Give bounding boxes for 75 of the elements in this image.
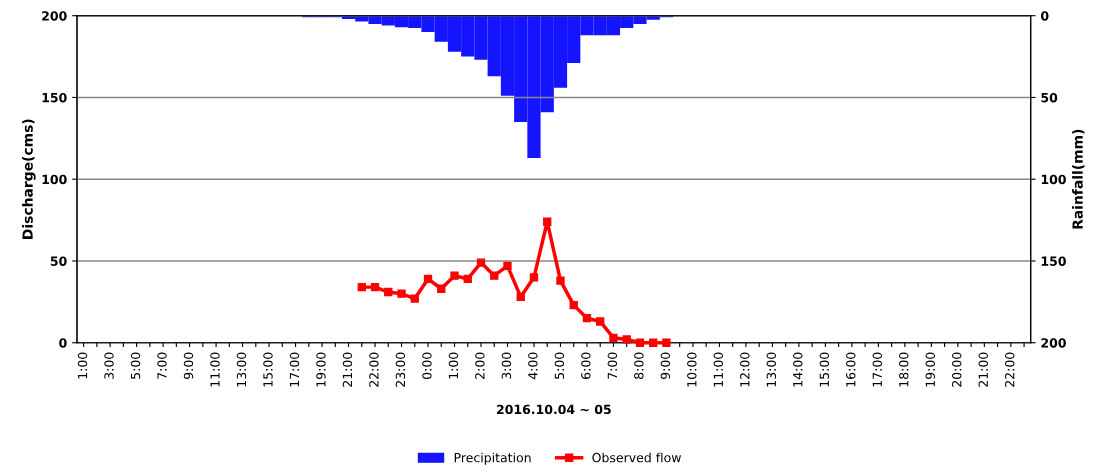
point bbox=[357, 282, 366, 292]
point bbox=[437, 284, 446, 293]
point bbox=[476, 258, 486, 267]
x-tick-label: 3:00 bbox=[104, 352, 114, 379]
x-tick-label: 9:00 bbox=[183, 352, 194, 380]
x-tick-label: 5:00 bbox=[554, 352, 565, 379]
x-tick-label: 17:00 bbox=[289, 352, 300, 387]
x-tick-label: 0:00 bbox=[422, 352, 432, 379]
x-tick-label: 18:00 bbox=[899, 352, 909, 387]
x-tick-label: 15:00 bbox=[263, 352, 273, 387]
x-tick-label: 7:00 bbox=[157, 352, 167, 379]
x-tick-label: 2:00 bbox=[475, 352, 485, 379]
x-tick-label: 22:00 bbox=[1005, 352, 1015, 387]
point bbox=[529, 273, 539, 282]
point bbox=[410, 294, 419, 303]
x-tick-label: 5:00 bbox=[130, 352, 141, 379]
x-tick-label: 12:00 bbox=[740, 352, 750, 387]
point bbox=[582, 314, 592, 323]
x-tick-label: 21:00 bbox=[342, 352, 353, 387]
y2-tick-label: 200 bbox=[1041, 338, 1066, 348]
y2-tick-label: 50 bbox=[1041, 92, 1058, 103]
x-tick-label: 21:00 bbox=[978, 352, 988, 387]
x-tick-label: 10:00 bbox=[687, 352, 697, 387]
point bbox=[569, 300, 578, 310]
x-tick-label: 8:00 bbox=[634, 352, 644, 379]
x-tick-label: 15:00 bbox=[819, 352, 830, 387]
x-axis-title: 2016.10.04 ~ 05 bbox=[497, 404, 611, 415]
point bbox=[543, 217, 552, 226]
x-tick-label: 1:00 bbox=[77, 352, 88, 379]
x-tick-label: 7:00 bbox=[607, 352, 618, 379]
x-tick-label: 14:00 bbox=[793, 352, 803, 387]
x-tick-label: 3:00 bbox=[501, 352, 512, 379]
y2-tick-label: 100 bbox=[1041, 174, 1066, 185]
y2-tick-label: 150 bbox=[1041, 256, 1066, 266]
x-tick-label: 22:00 bbox=[369, 352, 379, 387]
x-tick-label: 17:00 bbox=[872, 352, 882, 387]
point bbox=[450, 271, 459, 280]
point bbox=[516, 292, 525, 302]
y-axis-title: Discharge(cms) bbox=[22, 119, 36, 239]
legend-label: Precipitation bbox=[454, 452, 531, 465]
point bbox=[463, 274, 472, 284]
x-tick-label: 6:00 bbox=[581, 352, 591, 379]
point bbox=[596, 317, 605, 326]
y2-tick-label: 0 bbox=[1041, 11, 1049, 21]
point bbox=[370, 282, 380, 292]
x-tick-label: 23:00 bbox=[395, 352, 406, 387]
x-tick-label: 11:00 bbox=[713, 352, 724, 387]
point bbox=[384, 287, 393, 297]
legend-label: Observed flow bbox=[592, 452, 681, 463]
x-tick-label: 16:00 bbox=[846, 352, 856, 387]
x-tick-label: 19:00 bbox=[925, 352, 935, 387]
point bbox=[622, 335, 631, 344]
y-tick-label: 100 bbox=[42, 174, 67, 185]
x-tick-label: 13:00 bbox=[236, 352, 247, 387]
point bbox=[635, 338, 645, 347]
point bbox=[556, 276, 565, 285]
y-tick-label: 0 bbox=[59, 338, 67, 348]
x-tick-label: 4:00 bbox=[528, 352, 538, 380]
x-tick-label: 1:00 bbox=[448, 352, 459, 379]
point bbox=[397, 289, 406, 298]
y2-axis-title: Rainfall(mm) bbox=[1072, 129, 1085, 229]
x-tick-label: 19:00 bbox=[316, 352, 326, 387]
point bbox=[490, 271, 499, 280]
x-tick-label: 9:00 bbox=[660, 352, 671, 380]
x-tick-label: 11:00 bbox=[210, 352, 220, 387]
point bbox=[423, 274, 433, 284]
point bbox=[609, 333, 618, 342]
point bbox=[649, 338, 658, 347]
x-tick-label: 20:00 bbox=[952, 352, 962, 387]
y-tick-label: 200 bbox=[42, 11, 67, 21]
point bbox=[662, 338, 671, 347]
y-tick-label: 50 bbox=[50, 256, 67, 266]
y-tick-label: 150 bbox=[42, 92, 67, 103]
point bbox=[503, 261, 512, 271]
x-tick-label: 13:00 bbox=[766, 352, 777, 387]
